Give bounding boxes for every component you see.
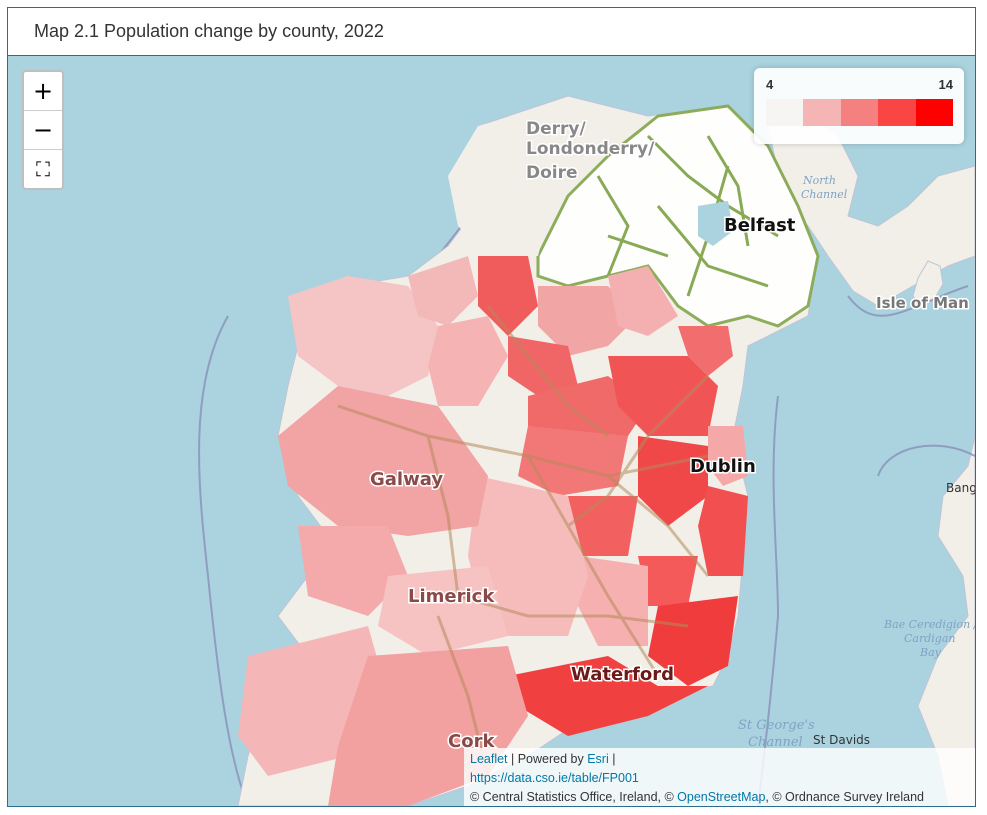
label-st-george-1: St George's xyxy=(738,718,815,733)
attribution-copy-2: , © Ordnance Survey Ireland xyxy=(765,790,924,804)
maritime-boundary xyxy=(757,395,780,806)
legend-min: 4 xyxy=(766,77,774,92)
county-monaghan xyxy=(608,266,678,336)
label-bangor: Bang xyxy=(946,481,975,495)
roads xyxy=(337,305,710,777)
label-bae-2: Cardigan xyxy=(904,632,955,645)
label-st-george-2: Channel xyxy=(748,735,803,750)
attribution-sep-2: | xyxy=(608,752,616,766)
osm-link[interactable]: OpenStreetMap xyxy=(677,790,766,804)
fullscreen-button[interactable]: ⛶ xyxy=(24,150,62,188)
county-donegal-fill xyxy=(448,106,588,256)
map-title: Map 2.1 Population change by county, 202… xyxy=(34,21,384,41)
legend: 4 14 xyxy=(754,68,964,144)
county-galway xyxy=(278,386,488,536)
label-dublin: Dublin xyxy=(690,456,756,477)
legend-max: 14 xyxy=(938,77,953,92)
county-roscommon xyxy=(428,316,508,406)
county-cavan xyxy=(538,286,638,356)
county-clare xyxy=(298,526,408,616)
label-north-channel-1: North xyxy=(802,174,836,187)
maritime-boundary xyxy=(847,285,969,317)
attribution-line-1: Leaflet | Powered by Esri | xyxy=(470,750,969,769)
county-waterford xyxy=(508,656,708,736)
legend-scale xyxy=(766,99,954,126)
label-north-channel-2: Channel xyxy=(801,188,848,201)
maritime-boundary xyxy=(877,444,975,477)
label-galway: Galway xyxy=(370,469,443,490)
legend-swatch xyxy=(803,99,841,126)
legend-swatch xyxy=(915,99,954,126)
legend-swatch xyxy=(840,99,879,126)
county-louth xyxy=(678,326,733,376)
leaflet-link[interactable]: Leaflet xyxy=(470,752,508,766)
label-belfast: Belfast xyxy=(724,215,796,236)
label-bae-3: Bay xyxy=(919,646,942,659)
zoom-in-button[interactable]: + xyxy=(24,72,62,111)
county-wicklow xyxy=(698,486,748,576)
source-link[interactable]: https://data.cso.ie/table/FP001 xyxy=(470,771,639,785)
zoom-out-button[interactable]: − xyxy=(24,111,62,150)
northern-ireland xyxy=(536,104,820,328)
county-dublin xyxy=(708,426,748,486)
isle-of-man-land xyxy=(912,260,944,307)
map-panel: Map 2.1 Population change by county, 202… xyxy=(7,7,976,807)
map-canvas[interactable]: Derry/ Londonderry/ Doire Belfast Isle o… xyxy=(8,56,975,806)
label-derry-3: Doire xyxy=(526,163,578,183)
county-tipperary xyxy=(468,476,588,636)
fullscreen-icon: ⛶ xyxy=(36,157,50,181)
label-isle-of-man: Isle of Man xyxy=(876,294,969,312)
maritime-boundary xyxy=(198,315,249,806)
attribution-sep-1: | Powered by xyxy=(507,752,588,766)
lough-neagh xyxy=(698,201,733,246)
label-derry-1: Derry/ xyxy=(526,119,586,139)
attribution-line-3: © Central Statistics Office, Ireland, © … xyxy=(470,788,969,806)
label-limerick: Limerick xyxy=(408,586,495,607)
county-leitrim xyxy=(478,256,538,336)
attribution: Leaflet | Powered by Esri | https://data… xyxy=(464,748,975,806)
label-st-davids: St Davids xyxy=(813,733,870,747)
attribution-copy-1: © Central Statistics Office, Ireland, © xyxy=(470,790,678,804)
label-bae-1: Bae Ceredigion / xyxy=(883,618,975,631)
county-limerick xyxy=(378,566,508,656)
legend-swatch xyxy=(766,99,804,126)
esri-link[interactable]: Esri xyxy=(587,752,609,766)
county-offaly xyxy=(518,426,628,496)
county-carlow xyxy=(638,556,698,606)
label-derry-2: Londonderry/ xyxy=(526,139,655,159)
county-sligo xyxy=(408,256,478,326)
attribution-line-2: https://data.cso.ie/table/FP001 xyxy=(470,769,969,788)
legend-swatch xyxy=(878,99,916,126)
zoom-control: + − ⛶ xyxy=(22,70,64,190)
county-meath xyxy=(608,356,718,436)
county-kilkenny xyxy=(578,556,648,646)
label-waterford: Waterford xyxy=(571,664,674,685)
county-wexford xyxy=(648,596,738,686)
basemap-svg: Derry/ Londonderry/ Doire Belfast Isle o… xyxy=(198,95,975,806)
county-mayo xyxy=(288,276,438,396)
ni-roads xyxy=(596,134,779,297)
panel-header: Map 2.1 Population change by county, 202… xyxy=(8,8,975,56)
